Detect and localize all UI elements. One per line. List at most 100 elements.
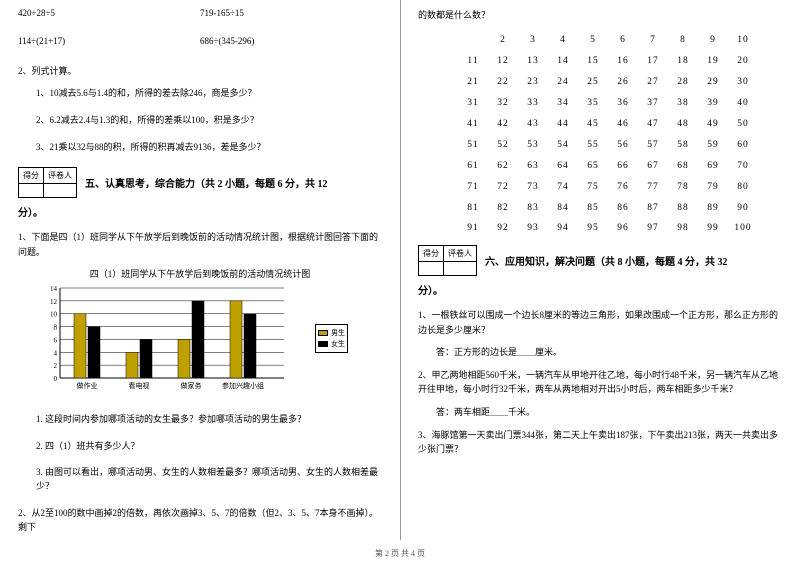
number-cell: 66 [608, 156, 638, 177]
number-cell: 81 [458, 198, 488, 219]
number-cell: 28 [668, 72, 698, 93]
number-cell: 22 [488, 72, 518, 93]
section-5-title: 五、认真思考，综合能力（共 2 小题，每题 6 分，共 12 [85, 175, 328, 190]
number-cell: 10 [728, 30, 758, 51]
number-cell: 64 [548, 156, 578, 177]
r-q2: 2、甲乙两地相距560千米，一辆汽车从甲地开往乙地，每小时行48千米，另一辆汽车… [418, 368, 782, 397]
number-cell: 5 [578, 30, 608, 51]
number-cell: 43 [518, 114, 548, 135]
svg-text:6: 6 [54, 337, 58, 345]
calc-expr: 114÷(21+17) [18, 36, 200, 46]
number-cell: 69 [698, 156, 728, 177]
r-q1: 1、一根铁丝可以围成一个边长8厘米的等边三角形，如果改围成一个正方形，那么正方形… [418, 308, 782, 337]
number-cell: 34 [548, 93, 578, 114]
number-cell: 53 [518, 135, 548, 156]
score-label: 得分 [19, 168, 44, 184]
r-a1: 答：正方形的边长是＿＿厘米。 [418, 345, 782, 358]
number-cell: 99 [698, 218, 728, 239]
number-cell: 27 [638, 72, 668, 93]
calc-expr: 719-165÷15 [200, 8, 382, 18]
number-cell: 46 [608, 114, 638, 135]
grader-label: 评卷人 [44, 168, 77, 184]
svg-text:做作业: 做作业 [77, 381, 98, 390]
number-cell: 40 [728, 93, 758, 114]
number-cell: 60 [728, 135, 758, 156]
svg-text:2: 2 [54, 362, 58, 370]
number-cell: 8 [668, 30, 698, 51]
list-item: 1、10减去5.6与1.4的和，所得的差去除246，商是多少？ [18, 86, 382, 99]
number-cell: 93 [518, 218, 548, 239]
number-cell: 62 [488, 156, 518, 177]
number-cell: 17 [638, 51, 668, 72]
number-cell: 51 [458, 135, 488, 156]
bar-chart: 02468101214做作业看电视做家务参加兴趣小组 男生 女生 [38, 284, 318, 404]
calc-expr: 686÷(345-296) [200, 36, 382, 46]
number-cell: 92 [488, 218, 518, 239]
number-cell: 14 [548, 51, 578, 72]
svg-text:12: 12 [50, 298, 58, 306]
number-cell: 39 [698, 93, 728, 114]
number-cell: 31 [458, 93, 488, 114]
chart-title: 四（1）班同学从下午放学后到晚饭前的活动情况统计图 [18, 267, 382, 280]
number-cell: 76 [608, 177, 638, 198]
number-cell: 90 [728, 198, 758, 219]
number-cell: 38 [668, 93, 698, 114]
number-cell: 35 [578, 93, 608, 114]
number-cell: 19 [698, 51, 728, 72]
calc-expr: 420÷28÷5 [18, 8, 200, 18]
score-box: 得分 评卷人 [18, 167, 77, 198]
number-cell: 56 [608, 135, 638, 156]
number-cell: 67 [638, 156, 668, 177]
number-cell: 82 [488, 198, 518, 219]
number-cell: 37 [638, 93, 668, 114]
number-cell: 87 [638, 198, 668, 219]
r-q3: 3、海豚馆第一天卖出门票344张，第二天上午卖出187张，下午卖出213张，两天… [418, 428, 782, 457]
number-cell: 94 [548, 218, 578, 239]
score-label: 得分 [419, 246, 444, 262]
number-cell: 96 [608, 218, 638, 239]
svg-text:参加兴趣小组: 参加兴趣小组 [222, 381, 264, 390]
number-cell: 55 [578, 135, 608, 156]
number-cell: 73 [518, 177, 548, 198]
number-cell: 97 [638, 218, 668, 239]
number-cell: 32 [488, 93, 518, 114]
number-cell: 4 [548, 30, 578, 51]
number-cell: 89 [698, 198, 728, 219]
number-cell: 78 [668, 177, 698, 198]
q2-text: 2、从2至100的数中画掉2的倍数，再依次画掉3、5、7的倍数（但2、3、5、7… [18, 506, 382, 535]
list-item: 3、21乘以32与88的积，所得的积再减去9136，差是多少？ [18, 140, 382, 153]
number-cell: 88 [668, 198, 698, 219]
svg-text:做家务: 做家务 [181, 381, 202, 390]
svg-text:4: 4 [54, 349, 58, 357]
list-calc-title: 2、列式计算。 [18, 64, 382, 78]
number-cell: 36 [608, 93, 638, 114]
r-a2: 答：两车相距＿＿千米。 [418, 405, 782, 418]
number-cell: 86 [608, 198, 638, 219]
number-cell: 11 [458, 51, 488, 72]
number-cell: 54 [548, 135, 578, 156]
svg-text:8: 8 [54, 324, 58, 332]
number-cell: 58 [668, 135, 698, 156]
number-cell: 18 [668, 51, 698, 72]
number-cell: 13 [518, 51, 548, 72]
number-cell: 44 [548, 114, 578, 135]
section-5-cont: 分）。 [18, 206, 382, 222]
number-cell: 85 [578, 198, 608, 219]
number-cell: 15 [578, 51, 608, 72]
number-cell: 7 [638, 30, 668, 51]
number-cell: 47 [638, 114, 668, 135]
number-cell: 98 [668, 218, 698, 239]
number-grid: 2345678910111213141516171819202122232425… [418, 30, 782, 239]
number-cell: 12 [488, 51, 518, 72]
number-cell: 25 [578, 72, 608, 93]
number-cell: 70 [728, 156, 758, 177]
number-cell: 21 [458, 72, 488, 93]
number-cell: 79 [698, 177, 728, 198]
number-cell: 100 [728, 218, 758, 239]
section-6-cont: 分）。 [418, 284, 782, 300]
sub-question: 3. 由图可以看出，哪项活动男、女生的人数相差最多？哪项活动男、女生的人数相差最… [18, 465, 382, 494]
sub-question: 1. 这段时间内参加哪项活动的女生最多？参加哪项活动的男生最多？ [18, 412, 382, 426]
legend-male: 男生 [331, 328, 345, 338]
sub-question: 2. 四（1）班共有多少人？ [18, 439, 382, 453]
number-cell: 57 [638, 135, 668, 156]
